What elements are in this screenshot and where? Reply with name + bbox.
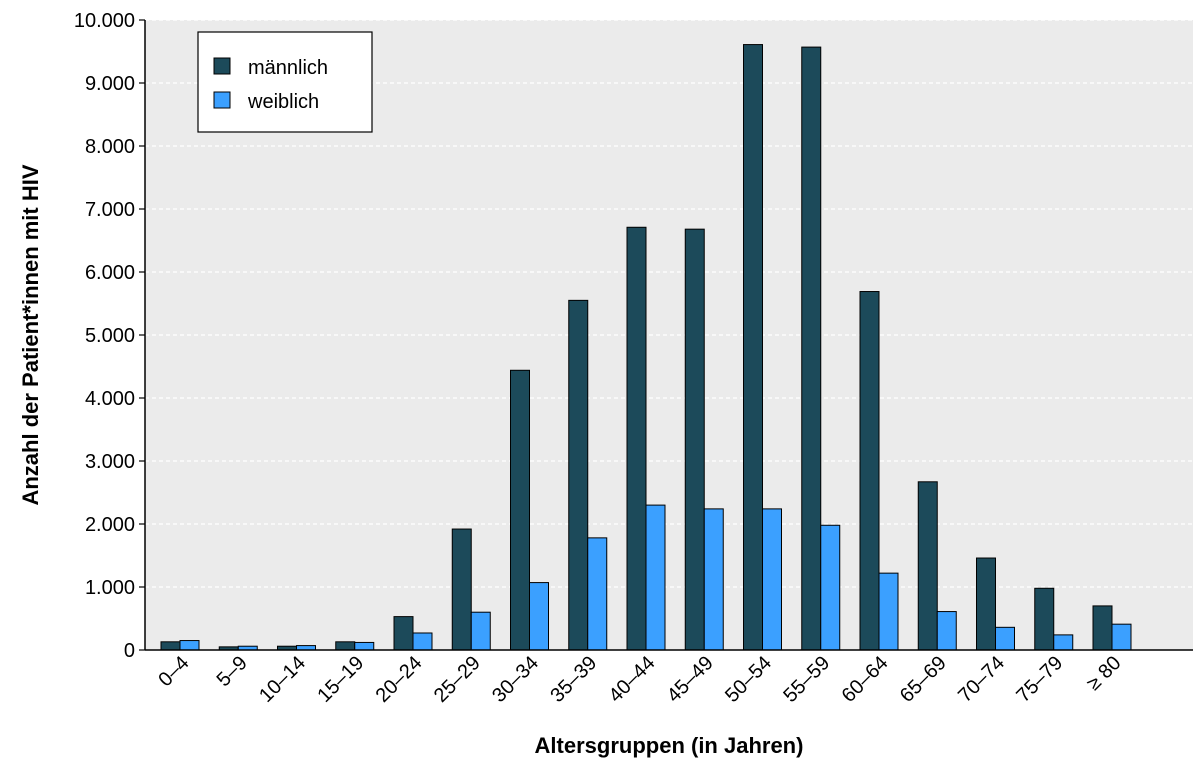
bar-male (568, 299, 589, 651)
bar-male (335, 641, 356, 651)
bar-male (859, 291, 880, 651)
x-tick-label: 10–14 (255, 652, 310, 707)
bar-female (820, 524, 841, 651)
y-tick-label: 10.000 (74, 10, 135, 32)
y-tick-label: 3.000 (85, 451, 135, 473)
bar-female (354, 641, 375, 651)
legend-box (197, 31, 373, 133)
x-tick-label: 25–29 (430, 652, 485, 707)
y-tick-label: 9.000 (85, 73, 135, 95)
legend-label-female: weiblich (247, 91, 319, 113)
x-tick-label: 45–49 (663, 652, 718, 707)
y-tick-label: 1.000 (85, 577, 135, 599)
bars (160, 44, 1132, 651)
bar-male (626, 226, 647, 651)
y-tick-label: 7.000 (85, 199, 135, 221)
x-tick-label: 30–34 (488, 652, 543, 707)
bar-female (936, 611, 957, 651)
legend-swatch-male (213, 57, 231, 75)
bar-female (1053, 634, 1074, 651)
x-axis-title: Altersgruppen (in Jahren) (535, 733, 804, 758)
y-tick-label: 5.000 (85, 325, 135, 347)
x-tick-label: 75–79 (1012, 652, 1067, 707)
bar-female (1111, 623, 1132, 651)
x-tick-label: ≥ 80 (1083, 652, 1126, 695)
bar-female (179, 640, 200, 651)
bar-male (917, 481, 938, 651)
y-tick-label: 8.000 (85, 136, 135, 158)
y-tick-label: 2.000 (85, 514, 135, 536)
bar-male (976, 557, 996, 651)
legend-swatch-female (213, 91, 231, 109)
bar-male (743, 44, 763, 651)
bar-male (393, 616, 414, 651)
bar-male (510, 369, 530, 651)
x-tick-label: 35–39 (546, 652, 601, 707)
legend: männlich weiblich (197, 31, 373, 133)
x-tick-label: 65–69 (896, 652, 951, 707)
y-tick-label: 4.000 (85, 388, 135, 410)
y-tick-label: 6.000 (85, 262, 135, 284)
x-tick-label: 15–19 (313, 652, 368, 707)
bar-male (1034, 587, 1055, 651)
bar-male (1092, 605, 1113, 651)
x-tick-label: 60–64 (838, 652, 893, 707)
bar-female (995, 626, 1015, 651)
bar-female (412, 632, 433, 651)
x-tick-label: 70–74 (954, 652, 1009, 707)
x-tick-label: 20–24 (372, 652, 427, 707)
bar-female (645, 504, 666, 651)
bar-male (801, 46, 822, 651)
bar-female (529, 582, 549, 651)
bar-male (451, 528, 472, 651)
x-tick-label: 0–4 (154, 652, 193, 691)
x-tick-label: 50–54 (721, 652, 776, 707)
bar-male (160, 641, 181, 651)
x-tick-label: 5–9 (213, 652, 252, 691)
bar-female (587, 537, 608, 651)
bar-male (684, 228, 705, 651)
y-axis-title: Anzahl der Patient*innen mit HIV (18, 164, 43, 505)
y-tick-label: 0 (124, 640, 135, 662)
x-tick-label: 40–44 (605, 652, 660, 707)
legend-label-male: männlich (248, 57, 328, 79)
y-tick-labels: 0 1.000 2.000 3.000 4.000 5.000 6.000 7.000 8.00… (74, 10, 145, 662)
bar-female (878, 572, 899, 651)
x-tick-labels: 0–4 5–9 10–14 15–19 20–24 25–29 30–34 35–39 40–4… (154, 652, 1125, 707)
x-tick-label: 55–59 (779, 652, 834, 707)
bar-female (762, 508, 782, 651)
bar-female (703, 508, 724, 651)
bar-female (470, 611, 491, 651)
